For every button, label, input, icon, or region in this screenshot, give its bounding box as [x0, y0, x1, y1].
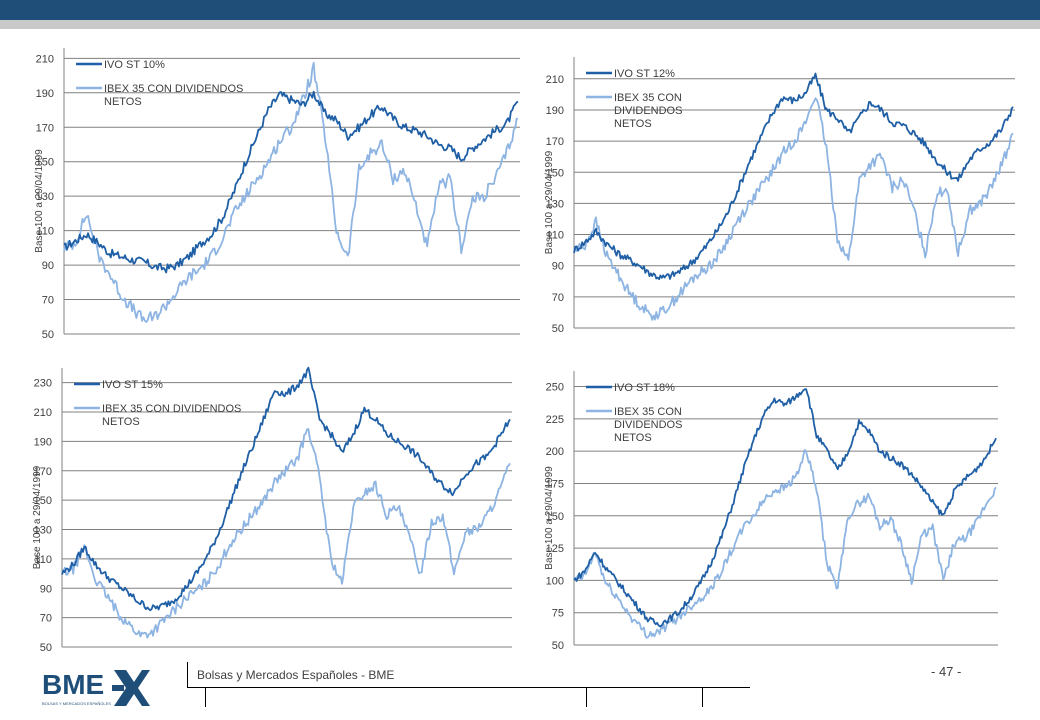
- y-tick-label: 130: [36, 191, 54, 203]
- legend-label: IVO ST 18%: [614, 382, 675, 394]
- y-axis-label: Base 100 a 29/04/1999: [544, 466, 555, 570]
- logo-subtext: BOLSAS Y MERCADOS ESPAÑOLES: [42, 701, 111, 706]
- y-tick-label: 190: [546, 105, 564, 117]
- y-tick-label: 90: [552, 261, 564, 273]
- y-tick-label: 110: [34, 554, 52, 566]
- legend-label: IVO ST 12%: [614, 68, 675, 80]
- y-tick-label: 175: [546, 478, 564, 490]
- chart-ivo-st-15: 50 70 90 110 130 150 170 190 210 230 Base 100 a 29…: [32, 366, 512, 654]
- series-line-ibex: [61, 428, 511, 639]
- y-tick-label: 190: [34, 436, 52, 448]
- footer-divider-horizontal: [187, 687, 750, 688]
- y-tick-label: 75: [552, 608, 564, 620]
- page-number: - 47 -: [931, 664, 962, 679]
- series-line-ibex: [63, 61, 519, 323]
- legend-label: IVO ST 10%: [104, 59, 165, 71]
- y-tick-label: 170: [36, 122, 54, 134]
- y-tick-label: 100: [546, 575, 564, 587]
- y-tick-label: 225: [546, 414, 564, 426]
- y-tick-label: 110: [36, 226, 54, 238]
- y-axis-label: Base 100 a 29/04/1999: [32, 465, 43, 569]
- series-line-ivo: [61, 366, 511, 612]
- company-name: Bolsas y Mercados Españoles - BME: [197, 668, 395, 682]
- y-tick-label: 50: [552, 323, 564, 335]
- y-tick-label: 70: [552, 292, 564, 304]
- y-tick-label: 150: [36, 157, 54, 169]
- series-line-ibex: [573, 97, 1014, 321]
- y-tick-label: 110: [546, 230, 564, 242]
- footer-tick-3: [702, 687, 703, 707]
- chart-ivo-st-10: 50 70 90 110 130 150 170 190 210 Base 100 a 29/04…: [34, 48, 520, 341]
- footer-divider-vertical: [187, 662, 188, 688]
- chart-ivo-st-12: 50 70 90 110 130 150 170 190 210 Base 100 a 29/04…: [544, 57, 1015, 335]
- y-tick-label: 210: [34, 407, 52, 419]
- series-line-ivo: [573, 72, 1014, 281]
- y-axis-label: Base 100 a 29/04/1999: [34, 149, 45, 253]
- y-tick-label: 70: [42, 295, 54, 307]
- y-tick-label: 125: [546, 543, 564, 555]
- y-axis-label: Base 100 a 29/04/1999: [544, 150, 555, 254]
- legend-label: IBEX 35 CON DIVIDENDOS NETOS: [614, 406, 682, 444]
- y-tick-label: 50: [40, 642, 52, 654]
- legend-label: IBEX 35 CON DIVIDENDOS NETOS: [104, 83, 243, 108]
- series-line-ivo: [63, 90, 519, 274]
- bme-logo: BME BOLSAS Y MERCADOS ESPAÑOLES: [42, 666, 152, 713]
- footer-tick-1: [205, 687, 206, 707]
- top-bar: [0, 0, 1040, 20]
- y-tick-label: 50: [552, 640, 564, 652]
- series-line-ivo: [573, 388, 997, 628]
- y-tick-label: 210: [546, 74, 564, 86]
- y-tick-label: 150: [546, 167, 564, 179]
- legend-label: IVO ST 15%: [102, 379, 163, 391]
- legend-label: IBEX 35 CON DIVIDENDOS NETOS: [102, 403, 241, 428]
- footer-tick-2: [586, 687, 587, 707]
- y-tick-label: 50: [42, 329, 54, 341]
- y-tick-label: 150: [546, 511, 564, 523]
- y-tick-label: 200: [546, 446, 564, 458]
- y-tick-label: 210: [36, 53, 54, 65]
- logo-text: BME: [42, 669, 104, 700]
- y-tick-label: 250: [546, 382, 564, 394]
- y-tick-label: 130: [34, 525, 52, 537]
- y-tick-label: 70: [40, 613, 52, 625]
- y-tick-label: 170: [546, 136, 564, 148]
- legend-label: IBEX 35 CON DIVIDENDOS NETOS: [614, 92, 682, 130]
- y-tick-label: 190: [36, 88, 54, 100]
- chart-ivo-st-18: 50 75 100 125 150 175 200 225 250 Base 100 a 29/0…: [544, 371, 998, 652]
- y-tick-label: 90: [42, 260, 54, 272]
- y-tick-label: 90: [40, 583, 52, 595]
- y-tick-label: 150: [34, 495, 52, 507]
- y-tick-label: 130: [546, 198, 564, 210]
- y-tick-label: 230: [34, 378, 52, 390]
- top-stripe: [0, 20, 1040, 29]
- series-line-ibex: [573, 449, 997, 639]
- y-tick-label: 170: [34, 466, 52, 478]
